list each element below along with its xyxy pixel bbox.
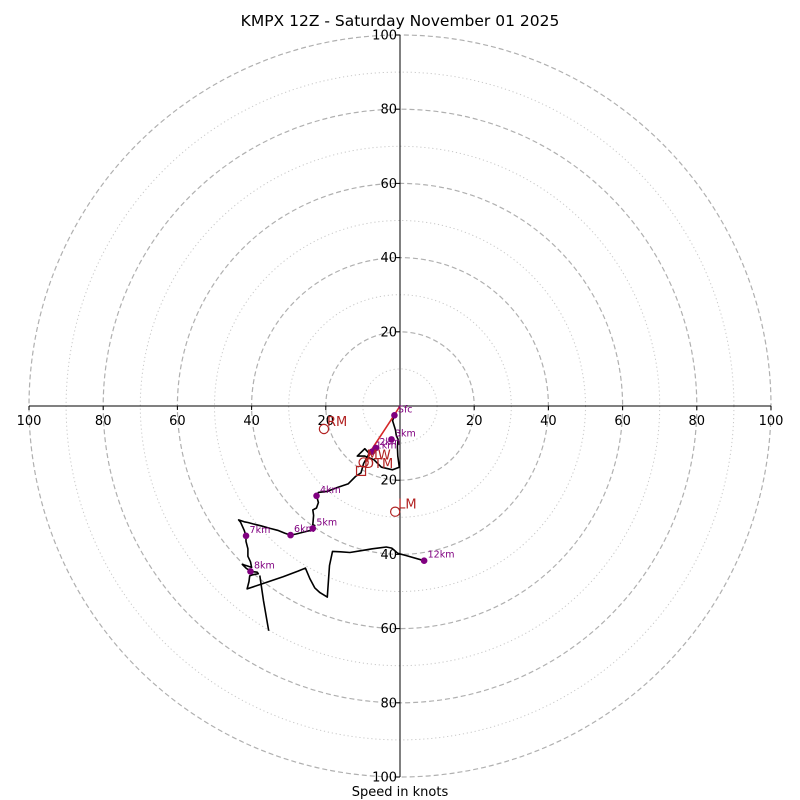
y-tick-label: 20 (380, 474, 397, 489)
height-marker-point (372, 444, 380, 452)
height-marker-label: 2km (379, 437, 400, 448)
y-tick-label: 40 (380, 251, 397, 266)
chart-title: KMPX 12Z - Saturday November 01 2025 (241, 12, 560, 30)
height-marker-point (391, 411, 398, 419)
hodograph-trace (237, 415, 425, 598)
height-marker-point (309, 525, 317, 532)
x-axis-label: Speed in knots (352, 785, 449, 800)
x-tick-label: 100 (17, 414, 42, 429)
height-marker-label: 7km (250, 525, 271, 536)
y-tick-label: 60 (380, 177, 397, 192)
storm-motion-label: RM (327, 415, 347, 430)
x-tick-label: 80 (95, 414, 112, 429)
height-marker-label: 4km (320, 485, 341, 496)
storm-motion-marker (355, 465, 367, 477)
height-marker-label: 5km (316, 517, 337, 528)
height-marker-label: Sfc (398, 404, 413, 415)
y-tick-label: 80 (380, 103, 397, 118)
height-marker-point (313, 492, 320, 500)
tick-labels: 100 80 60 40 20 20 40 60 80 100100806040202040608… (17, 29, 784, 786)
hodograph-trace-branch (259, 575, 270, 631)
storm-motion-marker (318, 423, 330, 435)
height-marker-label: 3km (395, 428, 416, 439)
hodograph-traces (237, 405, 425, 631)
height-marker-label: 8km (254, 560, 275, 571)
y-tick-label: 100 (372, 29, 397, 44)
storm-motion-label: MW (367, 448, 391, 463)
x-tick-label: 20 (466, 414, 483, 429)
x-tick-label: 60 (614, 414, 631, 429)
storm-motion-marker (389, 506, 401, 517)
height-marker-label: 6km (294, 524, 315, 535)
x-tick-label: 60 (169, 414, 186, 429)
x-tick-label: 40 (243, 414, 260, 429)
y-tick-label: 40 (380, 548, 397, 563)
height-marker-point (247, 568, 254, 575)
surface-layer-trace (365, 405, 401, 462)
height-marker-point (287, 531, 294, 539)
y-tick-label: 20 (380, 325, 397, 340)
y-tick-label: 60 (380, 622, 397, 637)
storm-motion-label: DTM (364, 457, 393, 472)
x-tick-label: 80 (689, 414, 706, 429)
x-tick-label: 40 (540, 414, 557, 429)
y-tick-label: 80 (380, 696, 397, 711)
height-marker-label: 12km (428, 550, 455, 561)
height-marker-point (388, 436, 395, 443)
y-tick-label: 100 (372, 771, 397, 786)
height-marker-point (242, 532, 250, 540)
x-tick-label: 100 (759, 414, 784, 429)
height-marker-label: 1km (376, 441, 397, 452)
storm-motion-label: LM (398, 498, 416, 513)
height-marker-point (420, 557, 428, 565)
